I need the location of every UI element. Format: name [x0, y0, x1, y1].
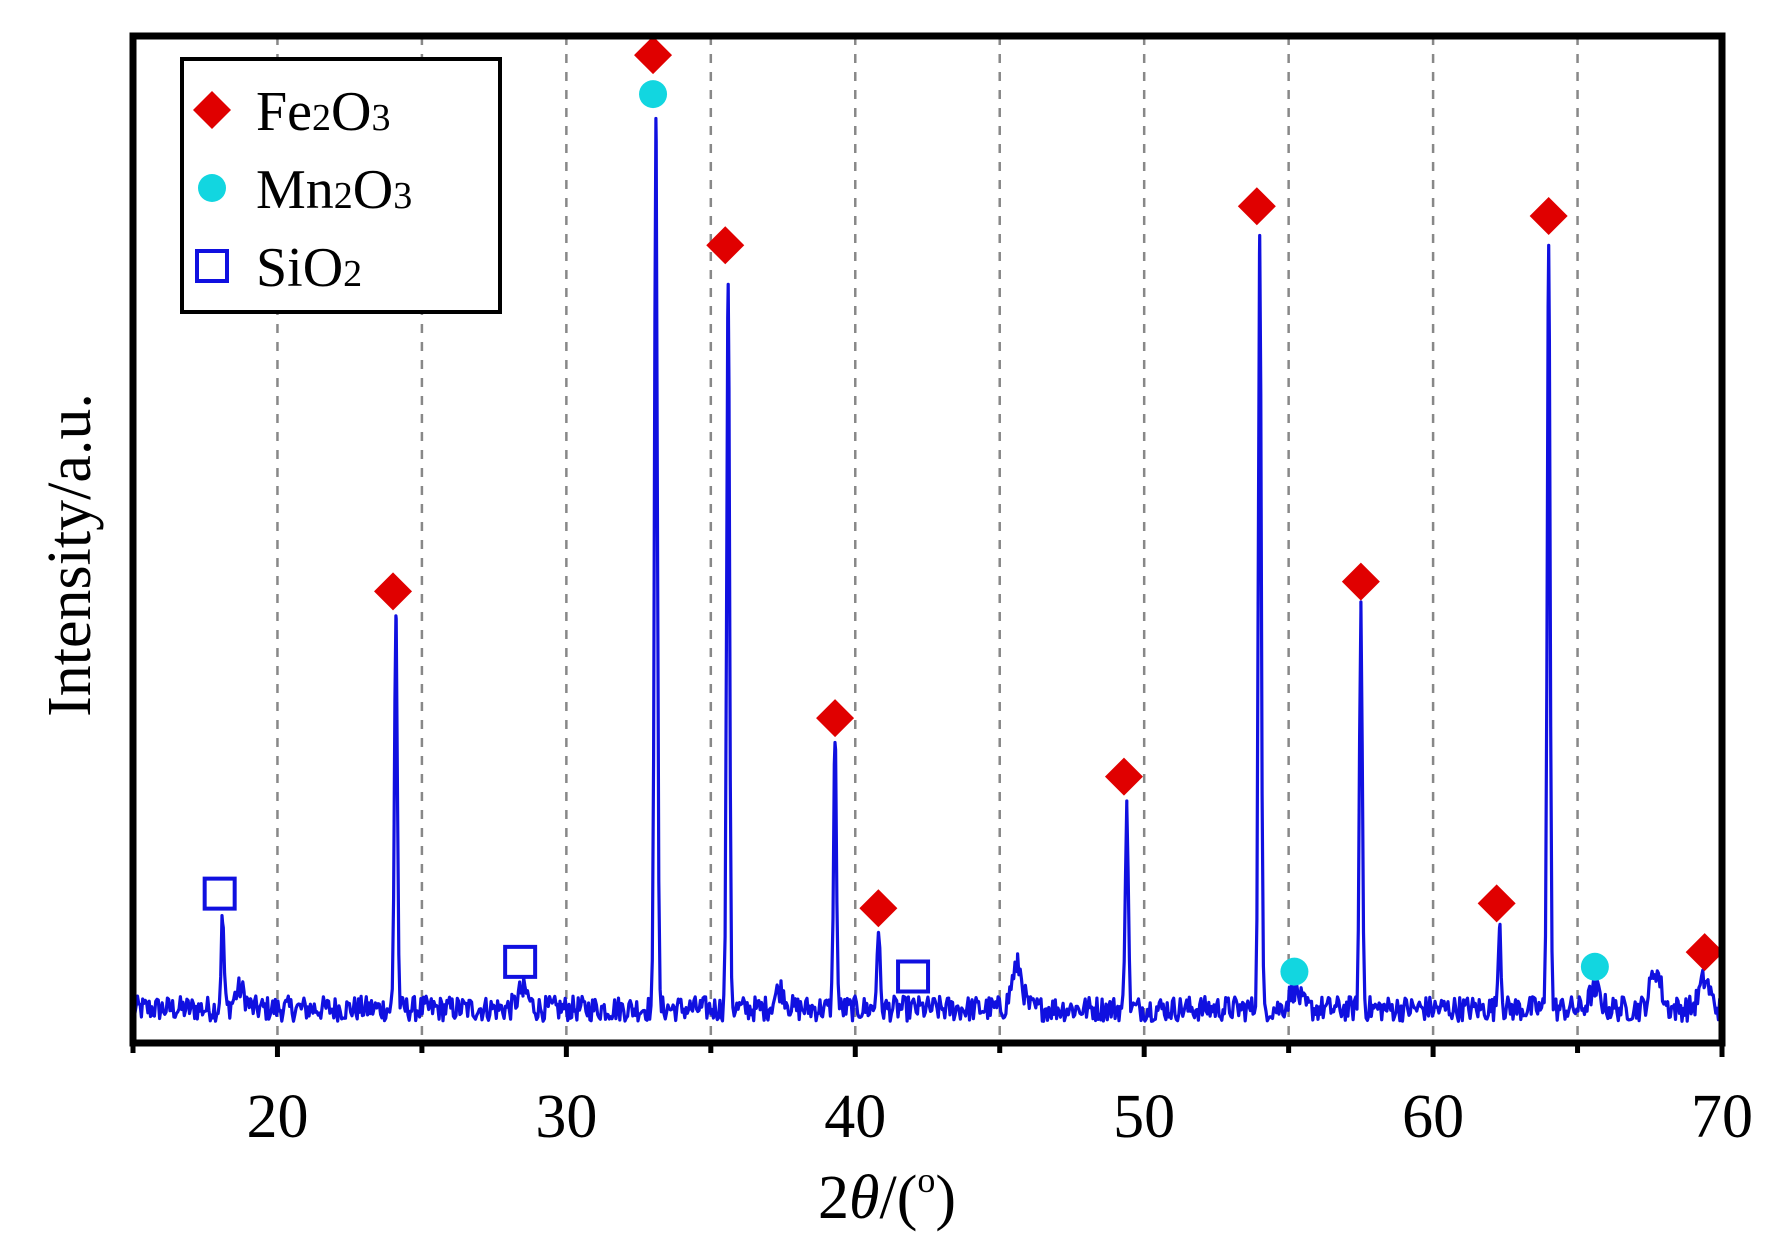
x-tick-label-20: 20	[246, 1083, 308, 1151]
x-tick-label-50: 50	[1113, 1083, 1175, 1151]
marker-fe2o3-5	[706, 226, 745, 265]
marker-fe2o3-7	[859, 889, 898, 928]
x-axis-title-degree: o	[917, 1160, 935, 1200]
xrd-pattern-line	[132, 116, 1723, 1023]
legend-label-0-sub1: 2	[312, 97, 331, 139]
legend-label-2-sub1: 2	[343, 253, 362, 295]
y-axis-title: Intensity/a.u.	[36, 393, 104, 717]
x-axis-title: 2θ/(o)	[818, 1160, 956, 1232]
x-axis-title-close: )	[935, 1164, 956, 1232]
marker-fe2o3-3	[634, 36, 673, 75]
x-axis-title-theta: θ	[849, 1164, 879, 1232]
marker-fe2o3-6	[816, 699, 855, 738]
marker-fe2o3-1	[374, 572, 413, 611]
legend-marker-2	[195, 249, 229, 283]
legend-label-2-main: SiO	[256, 237, 343, 299]
x-tick-label-30: 30	[535, 1083, 597, 1151]
legend-label-0-mid: O	[331, 81, 371, 143]
legend-box	[180, 57, 502, 314]
marker-mn2o3-11	[1280, 957, 1309, 986]
marker-fe2o3-9	[1104, 757, 1143, 796]
x-tick-label-60: 60	[1402, 1083, 1464, 1151]
marker-mn2o3-15	[1580, 952, 1609, 981]
legend-label-1-mid: O	[353, 159, 393, 221]
x-tick-label-70: 70	[1691, 1083, 1753, 1151]
legend-marker-0	[193, 91, 231, 129]
phase-markers	[202, 36, 1724, 994]
legend-label-0-main: Fe	[256, 81, 312, 143]
x-axis-title-prefix: 2	[818, 1164, 849, 1232]
marker-fe2o3-10	[1237, 187, 1276, 226]
x-tick-label-40: 40	[824, 1083, 886, 1151]
marker-fe2o3-14	[1529, 197, 1568, 235]
x-axis-title-suffix: /(	[879, 1164, 917, 1232]
legend-marker-1	[198, 174, 226, 202]
legend-label-2: SiO2	[256, 237, 362, 299]
legend-label-0: Fe2O3	[256, 81, 390, 143]
legend-label-1-main: Mn	[256, 159, 334, 221]
marker-sio2-0	[202, 876, 237, 911]
plot-frame	[129, 32, 1726, 1047]
marker-mn2o3-4	[639, 80, 668, 109]
marker-sio2-8	[896, 959, 931, 994]
legend-label-1: Mn2O3	[256, 159, 412, 221]
legend-label-0-sub2: 3	[371, 97, 390, 139]
marker-fe2o3-12	[1341, 562, 1380, 601]
x-axis-ticks: 20 30 40 50 60 70	[130, 1043, 1753, 1151]
legend-label-1-sub2: 3	[393, 175, 412, 217]
marker-sio2-2	[503, 944, 538, 979]
xrd-pattern-series	[132, 116, 1723, 1023]
marker-fe2o3-13	[1477, 884, 1516, 923]
legend-label-1-sub1: 2	[334, 175, 353, 217]
marker-fe2o3-16	[1685, 933, 1724, 972]
